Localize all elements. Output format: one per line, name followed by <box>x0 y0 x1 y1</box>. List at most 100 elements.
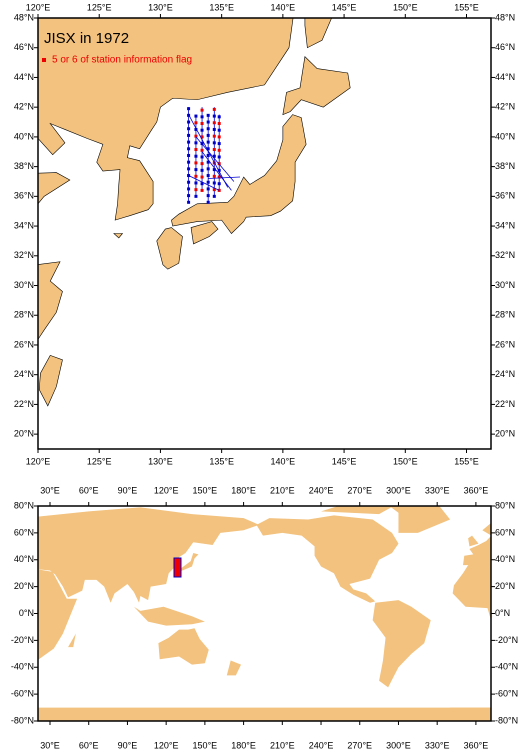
lat-label-left: 20°N <box>14 429 34 439</box>
lat-label-left: 30°N <box>14 280 34 290</box>
station <box>200 122 204 126</box>
station <box>217 135 221 139</box>
lat-label-left: -60°N <box>11 689 34 699</box>
station <box>187 167 191 171</box>
lat-label-left: 0°N <box>19 608 34 618</box>
station <box>206 200 210 204</box>
lat-label-right: -80°N <box>495 715 518 725</box>
land <box>38 707 491 721</box>
station <box>217 142 221 146</box>
station <box>187 160 191 164</box>
station-area <box>173 557 182 578</box>
station <box>212 127 216 131</box>
lon-label-bottom: 240°E <box>309 740 334 750</box>
lon-label-bottom: 130°E <box>148 456 173 466</box>
lon-label-top: 135°E <box>209 2 234 12</box>
land <box>372 600 431 688</box>
station <box>217 128 221 132</box>
station <box>206 133 210 137</box>
lon-label-bottom: 60°E <box>79 740 99 750</box>
station <box>194 114 198 118</box>
lon-label-top: 90°E <box>118 485 138 495</box>
lon-label-top: 145°E <box>332 2 357 12</box>
station <box>206 120 210 124</box>
station <box>200 168 204 172</box>
land <box>171 114 307 234</box>
station-tracks <box>187 107 241 204</box>
land <box>38 507 260 603</box>
lon-label-bottom: 145°E <box>332 456 357 466</box>
station <box>187 120 191 124</box>
station <box>212 114 216 118</box>
station <box>212 134 216 138</box>
lat-label-left: 36°N <box>14 191 34 201</box>
lon-label-top: 270°E <box>347 485 372 495</box>
station <box>212 194 216 198</box>
lat-label-left: 60°N <box>14 527 34 537</box>
top-frame <box>37 17 492 450</box>
lon-label-bottom: 150°E <box>193 740 218 750</box>
station <box>200 128 204 132</box>
land <box>452 563 491 621</box>
land <box>450 707 491 721</box>
station <box>212 168 216 172</box>
station <box>194 134 198 138</box>
station <box>194 141 198 145</box>
lon-label-top: 155°E <box>454 2 479 12</box>
lon-label-top: 120°E <box>154 485 179 495</box>
lat-label-left: 80°N <box>14 500 34 510</box>
lat-label-right: 80°N <box>495 500 515 510</box>
station <box>187 127 191 131</box>
station <box>206 147 210 151</box>
lon-label-top: 300°E <box>386 485 411 495</box>
station <box>212 107 216 111</box>
lat-label-left: 32°N <box>14 250 34 260</box>
lon-label-top: 180°E <box>231 485 256 495</box>
lat-label-right: 60°N <box>495 527 515 537</box>
lon-label-top: 60°E <box>79 485 99 495</box>
lat-label-left: 46°N <box>14 42 34 52</box>
lat-label-left: -20°N <box>11 635 34 645</box>
station <box>200 182 204 186</box>
lat-label-right: -60°N <box>495 689 518 699</box>
land <box>282 56 351 116</box>
lon-label-top: 330°E <box>425 485 450 495</box>
station <box>206 194 210 198</box>
station <box>194 174 198 178</box>
lon-label-bottom: 135°E <box>209 456 234 466</box>
station <box>217 148 221 152</box>
lat-label-left: 28°N <box>14 310 34 320</box>
legend-marker <box>42 58 46 62</box>
station <box>212 181 216 185</box>
land <box>156 227 183 270</box>
lon-label-bottom: 120°E <box>26 456 51 466</box>
land <box>38 172 71 205</box>
lat-label-right: 40°N <box>495 131 515 141</box>
station <box>200 135 204 139</box>
station <box>206 180 210 184</box>
lat-label-right: 48°N <box>495 12 515 22</box>
lat-label-right: 46°N <box>495 42 515 52</box>
lat-label-right: 32°N <box>495 250 515 260</box>
station <box>206 167 210 171</box>
lon-label-top: 120°E <box>26 2 51 12</box>
lat-label-right: 20°N <box>495 429 515 439</box>
station <box>212 188 216 192</box>
track <box>201 151 232 191</box>
lat-label-left: 48°N <box>14 12 34 22</box>
track <box>188 175 220 191</box>
station <box>206 153 210 157</box>
lat-label-right: 36°N <box>495 191 515 201</box>
station <box>187 133 191 137</box>
lat-label-right: 24°N <box>495 369 515 379</box>
station <box>187 140 191 144</box>
station <box>187 153 191 157</box>
station <box>217 168 221 172</box>
lon-label-top: 360°E <box>464 485 489 495</box>
station <box>194 148 198 152</box>
lon-label-top: 240°E <box>309 485 334 495</box>
lon-label-bottom: 270°E <box>347 740 372 750</box>
land <box>179 553 199 572</box>
lon-label-top: 30°E <box>40 485 60 495</box>
station <box>217 122 221 126</box>
